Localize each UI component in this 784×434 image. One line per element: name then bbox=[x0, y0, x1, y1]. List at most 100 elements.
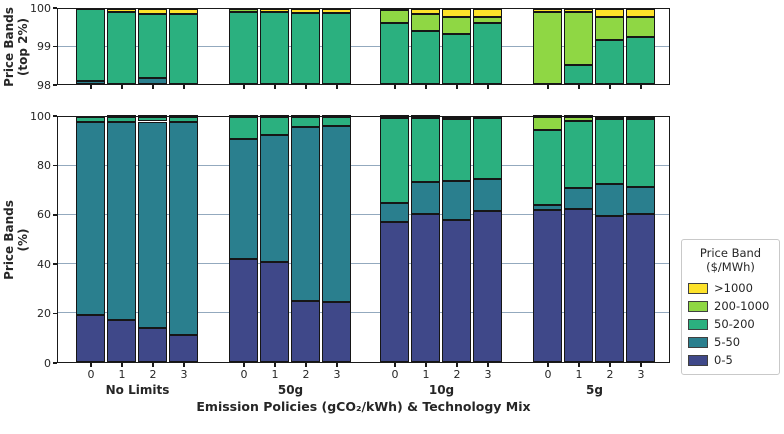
segment-band-0-5 bbox=[625, 213, 655, 362]
segment-band-50-200 bbox=[259, 11, 289, 84]
bar-50g-0 bbox=[228, 115, 258, 362]
segment-band-0-5 bbox=[168, 335, 198, 362]
bar-5g-2 bbox=[594, 115, 624, 362]
x-tick-mark bbox=[425, 363, 427, 367]
legend-title-line1: Price Band bbox=[699, 246, 762, 260]
segment-band-50-200 bbox=[259, 117, 289, 136]
x-tick-label-no-limits-2: 2 bbox=[149, 368, 157, 381]
group-label-no-limits: No Limits bbox=[105, 383, 170, 397]
x-tick-label-50g-3: 3 bbox=[333, 368, 341, 381]
segment-band-200-1000 bbox=[379, 9, 409, 23]
x-tick-mark bbox=[183, 85, 185, 89]
gridline-y40 bbox=[58, 263, 669, 264]
y-tick-label-40: 40 bbox=[37, 257, 51, 271]
segment-band-50-200 bbox=[137, 117, 167, 122]
segment-band-50-200 bbox=[441, 34, 471, 84]
bar-no-limits-3 bbox=[168, 9, 198, 84]
segment-band-0-5 bbox=[441, 219, 471, 362]
group-label-50g: 50g bbox=[277, 383, 304, 397]
x-tick-label-5g-2: 2 bbox=[606, 368, 614, 381]
bottom-ylabel-line2: (%) bbox=[16, 228, 30, 252]
segment-band-50-200 bbox=[290, 117, 320, 127]
segment-band-200-1000 bbox=[532, 117, 562, 131]
x-tick-mark bbox=[640, 363, 642, 367]
bar-5g-3 bbox=[625, 9, 655, 84]
x-tick-mark bbox=[578, 85, 580, 89]
segment-band-50-200 bbox=[532, 130, 562, 206]
legend-entry-label: 5-50 bbox=[714, 335, 741, 349]
legend-entry-label: >1000 bbox=[714, 281, 753, 295]
legend-swatch-icon bbox=[688, 300, 708, 312]
segment-band-50-200 bbox=[75, 9, 105, 82]
bar-no-limits-1 bbox=[106, 9, 136, 84]
segment-band-50-200 bbox=[625, 118, 655, 187]
segment-band-5-50 bbox=[168, 122, 198, 336]
y-tick-mark-100 bbox=[53, 115, 57, 117]
segment-band-200-1000 bbox=[625, 17, 655, 37]
y-tick-mark-0 bbox=[53, 362, 57, 364]
legend-swatch-icon bbox=[688, 336, 708, 348]
segment-band-50-200 bbox=[106, 11, 136, 84]
segment-band-200-1000 bbox=[594, 117, 624, 120]
bar-5g-3 bbox=[625, 115, 655, 362]
segment-band-50-200 bbox=[321, 117, 351, 126]
segment-band->1000 bbox=[563, 9, 593, 12]
x-tick-label-no-limits-1: 1 bbox=[118, 368, 126, 381]
segment-band-50-200 bbox=[472, 23, 502, 84]
bar-group-5g bbox=[532, 115, 655, 362]
legend-entry-label: 50-200 bbox=[714, 317, 755, 331]
x-tick-mark bbox=[305, 363, 307, 367]
segment-band-5-50 bbox=[137, 77, 167, 84]
segment-band-5-50 bbox=[75, 121, 105, 316]
legend-swatch-icon bbox=[688, 318, 708, 330]
segment-band->1000 bbox=[594, 115, 624, 118]
bar-group-10g bbox=[379, 7, 502, 84]
bar-10g-3 bbox=[472, 115, 502, 362]
segment-band->1000 bbox=[106, 115, 136, 118]
x-tick-mark bbox=[90, 363, 92, 367]
x-axis-title: Emission Policies (gCO₂/kWh) & Technolog… bbox=[196, 399, 531, 414]
segment-band->1000 bbox=[472, 115, 502, 118]
segment-band->1000 bbox=[563, 115, 593, 118]
x-tick-mark bbox=[305, 85, 307, 89]
segment-band-5-50 bbox=[594, 184, 624, 217]
bar-50g-1 bbox=[259, 9, 289, 84]
x-tick-mark bbox=[456, 85, 458, 89]
y-tick-label-20: 20 bbox=[37, 307, 51, 321]
segment-band-50-200 bbox=[290, 12, 320, 84]
y-tick-mark-20 bbox=[53, 312, 57, 315]
bar-5g-0 bbox=[532, 115, 562, 362]
legend-entry-50-200: 50-200 bbox=[688, 317, 773, 331]
segment-band-200-1000 bbox=[228, 9, 258, 12]
x-tick-label-50g-0: 0 bbox=[240, 368, 248, 381]
x-tick-mark bbox=[121, 85, 123, 89]
x-tick-mark bbox=[336, 85, 338, 89]
bar-group-no-limits bbox=[75, 115, 198, 362]
legend-entry-5-50: 5-50 bbox=[688, 335, 773, 349]
segment-band-5-50 bbox=[321, 125, 351, 302]
x-tick-mark bbox=[90, 85, 92, 89]
segment-band-5-50 bbox=[563, 188, 593, 209]
gridline-y20 bbox=[58, 312, 669, 313]
bar-50g-3 bbox=[321, 9, 351, 84]
x-tick-label-5g-1: 1 bbox=[575, 368, 583, 381]
bar-50g-1 bbox=[259, 115, 289, 362]
x-tick-label-10g-1: 1 bbox=[422, 368, 430, 381]
segment-band-0-5 bbox=[379, 222, 409, 362]
legend-entry-200-1000: 200-1000 bbox=[688, 299, 773, 313]
segment-band-50-200 bbox=[410, 118, 440, 182]
x-tick-mark bbox=[487, 363, 489, 367]
segment-band-200-1000 bbox=[410, 14, 440, 31]
x-tick-mark bbox=[487, 85, 489, 89]
y-tick-label-80: 80 bbox=[37, 158, 51, 172]
bar-group-5g bbox=[532, 9, 655, 84]
y-tick-mark-100 bbox=[53, 7, 57, 9]
gridline-y60 bbox=[58, 214, 669, 215]
segment-band->1000 bbox=[625, 9, 655, 18]
bar-no-limits-1 bbox=[106, 115, 136, 362]
bottom-panel-y-axis-label: Price Bands (%) bbox=[2, 188, 30, 292]
segment-band->1000 bbox=[259, 115, 289, 118]
bar-50g-0 bbox=[228, 9, 258, 84]
x-tick-mark bbox=[578, 363, 580, 367]
bar-10g-3 bbox=[472, 9, 502, 84]
